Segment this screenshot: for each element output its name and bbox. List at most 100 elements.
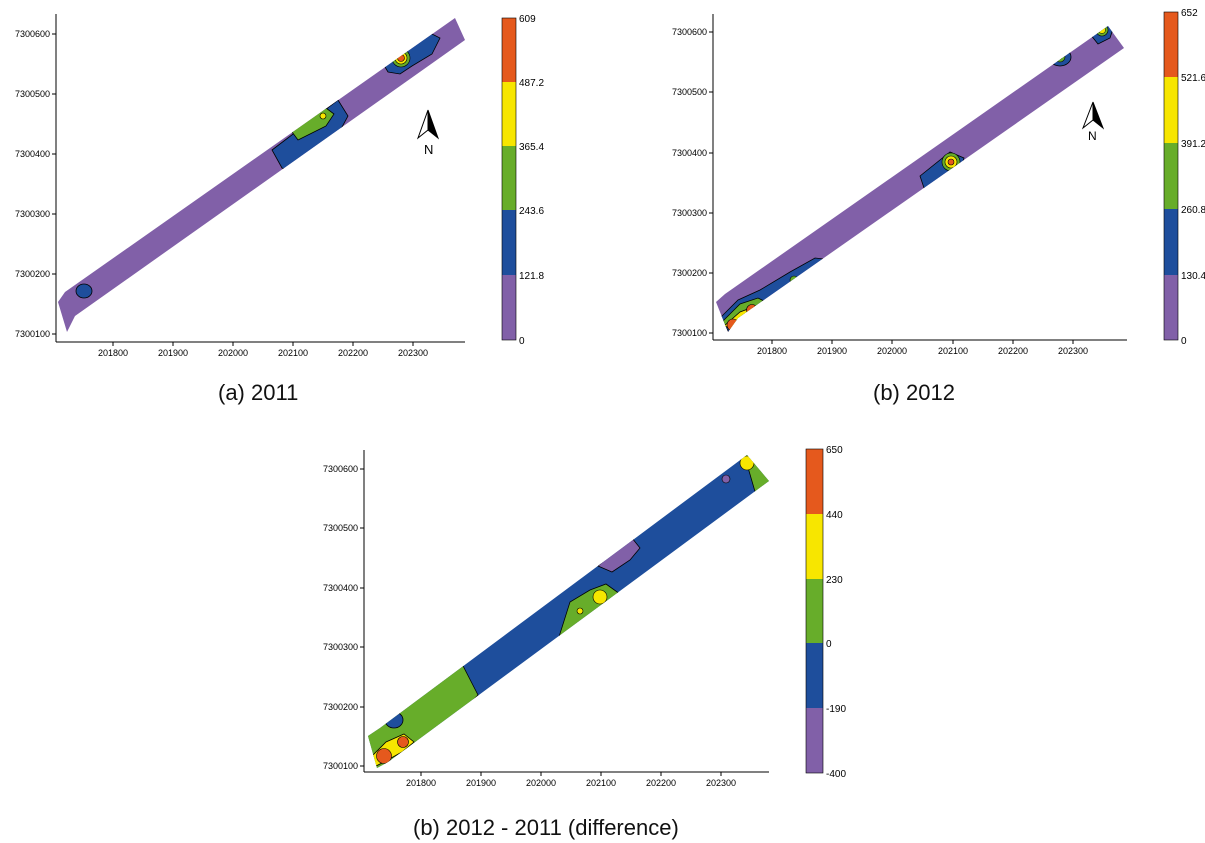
x-tick-label: 201900 — [158, 348, 188, 358]
contour-zone — [397, 54, 405, 62]
legend-swatch — [1164, 12, 1178, 77]
y-tick-label: 7300400 — [672, 148, 707, 158]
x-tick-label: 202000 — [526, 778, 556, 788]
legend-value: 121.8 — [519, 271, 544, 282]
legend-value: 391.2 — [1181, 139, 1205, 150]
x-tick-label: 202000 — [877, 346, 907, 356]
contour-zone — [1098, 26, 1106, 34]
legend-swatch — [806, 643, 823, 708]
legend-value: 230 — [826, 575, 843, 586]
contour-zone — [319, 112, 327, 120]
legend-value: 521.6 — [1181, 73, 1205, 84]
legend-swatch — [502, 210, 516, 275]
legend-value: -400 — [826, 769, 846, 780]
x-tick-label: 201800 — [757, 346, 787, 356]
x-tick-label: 202300 — [706, 778, 736, 788]
panel-caption: (b) 2012 — [873, 380, 955, 405]
x-tick-label: 202300 — [398, 348, 428, 358]
legend-swatch — [1164, 275, 1178, 340]
y-tick-label: 7300400 — [323, 583, 358, 593]
y-tick-label: 7300300 — [323, 642, 358, 652]
x-tick-label: 202200 — [338, 348, 368, 358]
y-tick-label: 7300500 — [323, 523, 358, 533]
y-tick-label: 7300600 — [323, 464, 358, 474]
legend-value: 0 — [1181, 336, 1187, 347]
contour-zone — [376, 748, 392, 764]
x-tick-label: 202300 — [1058, 346, 1088, 356]
x-tick-label: 202200 — [998, 346, 1028, 356]
x-ticks — [112, 342, 414, 346]
legend-value: -190 — [826, 704, 846, 715]
legend-swatch — [502, 18, 516, 82]
field-strip — [58, 18, 465, 332]
x-tick-label: 202100 — [278, 348, 308, 358]
legend-value: 130.4 — [1181, 271, 1205, 282]
x-tick-label: 202000 — [218, 348, 248, 358]
legend-value: 650 — [826, 445, 843, 456]
legend: 650 440 230 0 -190 -400 — [805, 445, 846, 780]
x-ticks — [420, 772, 722, 776]
y-tick-label: 7300600 — [15, 29, 50, 39]
legend-swatch — [806, 579, 823, 643]
y-tick-label: 7300500 — [15, 89, 50, 99]
y-tick-label: 7300500 — [672, 87, 707, 97]
contour-zone — [75, 283, 93, 299]
field-strip — [368, 455, 769, 768]
map-panel-2011: 7300600 7300500 7300400 7300300 7300200 … — [15, 14, 544, 358]
contour-zone — [384, 711, 404, 729]
y-ticks — [52, 33, 56, 335]
panel-caption: (b) 2012 - 2011 (difference) — [413, 815, 679, 840]
y-tick-label: 7300100 — [15, 329, 50, 339]
contour-zone — [592, 589, 608, 605]
contour-zone — [368, 659, 479, 768]
legend-value: 652 — [1181, 8, 1198, 19]
x-tick-label: 202100 — [586, 778, 616, 788]
x-tick-label: 201800 — [98, 348, 128, 358]
north-arrow: N — [416, 109, 440, 157]
x-ticks — [771, 340, 1074, 344]
legend-swatch — [806, 449, 823, 514]
map-panel-2012: 7300600 7300500 7300400 7300300 7300200 … — [672, 8, 1205, 356]
y-ticks — [360, 468, 364, 767]
legend-value: 243.6 — [519, 206, 544, 217]
legend: 652 521.6 391.2 260.8 130.4 0 — [1163, 8, 1205, 347]
legend-value: 260.8 — [1181, 205, 1205, 216]
x-tick-label: 202200 — [646, 778, 676, 788]
legend-swatch — [502, 146, 516, 210]
contour-zone — [739, 455, 755, 471]
legend-swatch — [806, 514, 823, 579]
contour-zone — [746, 304, 758, 316]
x-tick-label: 202100 — [938, 346, 968, 356]
legend: 609 487.2 365.4 243.6 121.8 0 — [501, 14, 544, 347]
y-tick-label: 7300200 — [15, 269, 50, 279]
legend-value: 0 — [519, 336, 525, 347]
legend-value: 609 — [519, 14, 536, 25]
x-tick-label: 201900 — [817, 346, 847, 356]
north-arrow: N — [1081, 101, 1105, 143]
legend-swatch — [806, 708, 823, 773]
north-label: N — [424, 142, 433, 157]
legend-swatch — [1164, 77, 1178, 143]
contour-zone — [397, 736, 409, 748]
contour-zone — [947, 158, 955, 166]
y-tick-label: 7300300 — [672, 208, 707, 218]
y-tick-label: 7300600 — [672, 27, 707, 37]
legend-swatch — [1164, 143, 1178, 209]
contour-zone — [721, 474, 731, 484]
legend-swatch — [502, 275, 516, 340]
legend-value: 0 — [826, 639, 832, 650]
north-label: N — [1088, 129, 1097, 143]
legend-value: 440 — [826, 510, 843, 521]
x-tick-label: 201800 — [406, 778, 436, 788]
y-tick-label: 7300100 — [672, 328, 707, 338]
legend-value: 365.4 — [519, 142, 544, 153]
y-tick-label: 7300200 — [672, 268, 707, 278]
y-ticks — [709, 31, 713, 334]
y-tick-label: 7300400 — [15, 149, 50, 159]
panel-caption: (a) 2011 — [218, 380, 299, 405]
field-strip — [716, 26, 1124, 332]
map-panel-difference: 7300600 7300500 7300400 7300300 7300200 … — [323, 445, 847, 788]
contour-zone — [576, 607, 584, 615]
contour-zone — [1057, 54, 1063, 60]
